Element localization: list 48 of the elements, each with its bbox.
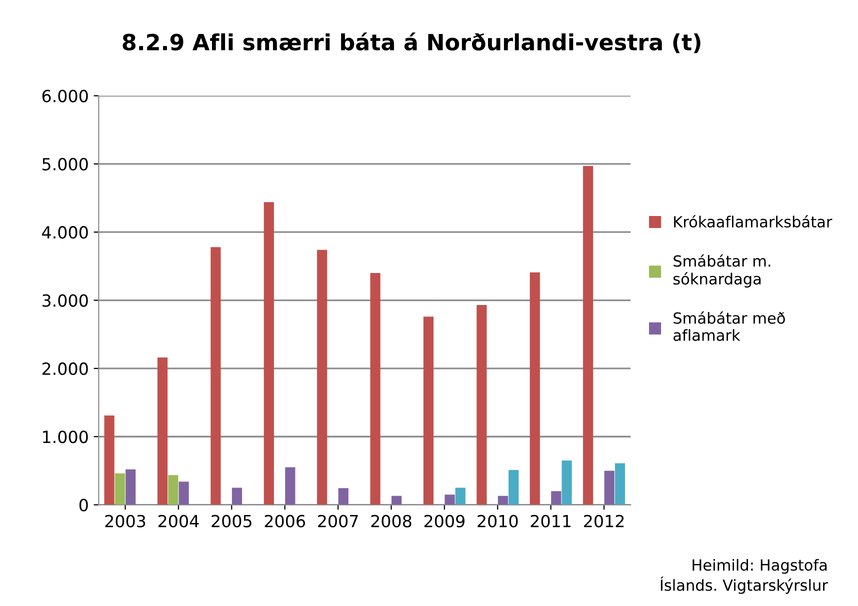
y-tick-label: 5.000: [42, 158, 88, 170]
x-tick-label: 2005: [212, 514, 252, 528]
bar: [104, 415, 114, 505]
legend-label: Smábátar með aflamark: [674, 311, 785, 341]
x-tick-label: 2012: [584, 514, 624, 528]
legend-label: Krókaaflamarksbátar: [674, 215, 832, 228]
x-tick-label: 2009: [424, 514, 464, 528]
bar: [338, 488, 348, 505]
bar: [392, 496, 402, 505]
y-tick-label: 3.000: [42, 294, 88, 307]
x-tick-label: 2011: [530, 514, 571, 528]
bar: [551, 491, 562, 505]
bar: [210, 247, 221, 505]
x-tick-label: 2003: [105, 514, 146, 528]
bar: [508, 470, 519, 505]
y-tick-label: 1.000: [43, 430, 88, 444]
bar: [168, 475, 178, 505]
bar: [423, 316, 434, 505]
bar: [178, 482, 189, 505]
x-tick-label: 2006: [264, 514, 306, 528]
bar: [604, 470, 614, 505]
bar: [476, 305, 487, 505]
bar: [530, 272, 540, 505]
text: Heimild: Hagstofa Íslands. Vigtarskýrslur: [660, 558, 828, 594]
bar: [157, 358, 168, 505]
bar: [583, 166, 594, 505]
bar: [317, 250, 328, 505]
chart-title: 8.2.9 Afli smærri báta á Norðurlandi-vestra (t): [122, 32, 700, 54]
bar: [455, 488, 466, 505]
bar: [285, 467, 296, 505]
y-tick-label: 2.000: [42, 362, 88, 376]
bar: [562, 460, 572, 505]
bar: [370, 273, 380, 505]
bar: [126, 469, 136, 505]
y-tick-label: 6.000: [42, 90, 88, 102]
x-tick-label: 2008: [371, 514, 412, 528]
bar: [264, 202, 274, 505]
bar: [444, 494, 455, 505]
x-tick-label: 2010: [478, 514, 518, 528]
x-tick-label: 2007: [318, 514, 358, 528]
y-tick-label: 0: [79, 498, 88, 512]
bar: [114, 473, 125, 505]
legend-label: Smábátar m. sóknardaga: [673, 254, 770, 288]
y-tick-label: 4.000: [42, 226, 88, 239]
bar: [498, 496, 508, 505]
bar: [614, 463, 626, 505]
bar: [232, 488, 242, 505]
x-tick-label: 2004: [158, 514, 199, 528]
